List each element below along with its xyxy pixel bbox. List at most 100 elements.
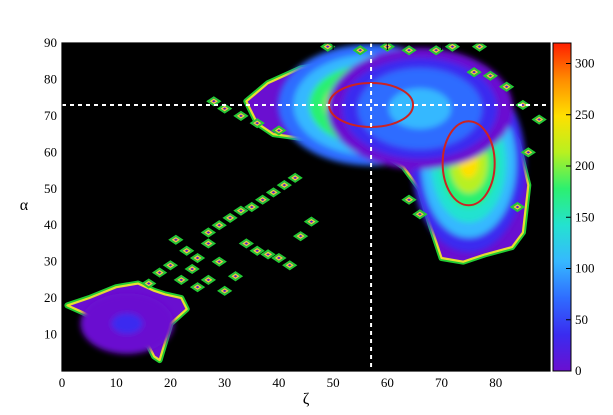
contour-island-inner bbox=[253, 248, 262, 254]
contour-island bbox=[352, 45, 368, 56]
colorbar-scale bbox=[552, 42, 572, 372]
contour-island-inner bbox=[220, 288, 229, 294]
contour-island bbox=[189, 282, 206, 293]
colorbar: 0 50 100 150 200 250 300 bbox=[552, 42, 595, 378]
contour-island-inner bbox=[269, 189, 278, 196]
contour-island bbox=[189, 252, 206, 264]
contour-island bbox=[531, 114, 547, 125]
contour-island-inner bbox=[253, 120, 262, 126]
y-tick-label: 20 bbox=[44, 290, 57, 305]
contour-island bbox=[233, 110, 249, 121]
contour-island-inner bbox=[404, 47, 414, 54]
contour-island bbox=[151, 267, 168, 278]
x-tick-label: 30 bbox=[218, 375, 231, 390]
density-peaks bbox=[277, 44, 526, 253]
y-tick-label: 60 bbox=[44, 144, 57, 159]
contour-island-inner bbox=[236, 207, 246, 214]
contour-island-inner bbox=[182, 248, 191, 254]
y-tick-label: 80 bbox=[44, 71, 57, 86]
colorbar-tick-label: 250 bbox=[575, 107, 595, 122]
contour-island-inner bbox=[470, 69, 479, 75]
colorbar-tick-label: 0 bbox=[575, 363, 582, 378]
contour-island bbox=[217, 285, 233, 296]
contour-island bbox=[222, 212, 238, 224]
contour-island bbox=[412, 209, 428, 220]
contour-islands bbox=[141, 43, 547, 296]
contour-island bbox=[276, 180, 292, 191]
contour-island-inner bbox=[274, 255, 283, 261]
contour-island bbox=[444, 43, 461, 52]
contour-island bbox=[173, 274, 189, 285]
y-tick-label: 40 bbox=[44, 217, 57, 232]
contour-island bbox=[211, 220, 227, 231]
contour-island-inner bbox=[291, 175, 300, 181]
contour-island-inner bbox=[518, 102, 527, 108]
contour-island-inner bbox=[231, 273, 240, 279]
contour-island bbox=[168, 234, 184, 245]
contour-island bbox=[303, 216, 320, 227]
contour-island bbox=[249, 118, 265, 129]
contour-island bbox=[141, 278, 157, 289]
y-tick-label: 70 bbox=[44, 108, 57, 123]
contour-island bbox=[184, 263, 200, 275]
x-tick-label: 40 bbox=[272, 375, 285, 390]
colorbar-tick-label: 150 bbox=[575, 209, 595, 224]
y-tick-label: 10 bbox=[44, 327, 57, 342]
contour-island bbox=[206, 96, 222, 107]
contour-island-inner bbox=[475, 43, 484, 50]
contour-island bbox=[520, 147, 536, 158]
colorbar-tick-label: 100 bbox=[575, 261, 595, 276]
contour-island-inner bbox=[258, 196, 267, 203]
contour-island-inner bbox=[171, 237, 180, 243]
y-tick-label: 50 bbox=[44, 181, 57, 196]
contour-island-inner bbox=[144, 280, 153, 287]
contour-island-inner bbox=[242, 240, 251, 247]
contour-island-inner bbox=[502, 84, 511, 90]
contour-island bbox=[254, 194, 271, 205]
colorbar-tick-label: 50 bbox=[575, 312, 588, 327]
density-peaks bbox=[80, 293, 174, 354]
x-tick-label: 50 bbox=[327, 375, 340, 390]
x-tick-label: 60 bbox=[381, 375, 394, 390]
x-tick-label: 10 bbox=[110, 375, 123, 390]
contour-island-inner bbox=[236, 113, 246, 119]
contour-island bbox=[179, 245, 195, 256]
contour-high bbox=[441, 120, 496, 207]
contour-island-inner bbox=[383, 43, 392, 50]
contour-island-inner bbox=[166, 262, 175, 269]
crosshair bbox=[62, 43, 550, 371]
contour-island-inner bbox=[513, 204, 522, 210]
contour-island-inner bbox=[535, 116, 544, 123]
contour-island-inner bbox=[323, 43, 332, 50]
contour-island bbox=[287, 172, 303, 183]
contour-island-inner bbox=[296, 233, 305, 239]
contour-island bbox=[200, 227, 217, 238]
contour-island-inner bbox=[274, 127, 283, 134]
contour-island-inner bbox=[215, 258, 224, 265]
contour-island bbox=[238, 238, 254, 249]
x-tick-label: 20 bbox=[164, 375, 177, 390]
contour-island bbox=[482, 70, 498, 81]
contour-island-inner bbox=[263, 251, 273, 258]
x-axis-title: ζ bbox=[303, 391, 310, 408]
contour-island bbox=[244, 201, 260, 213]
contour-island-inner bbox=[280, 182, 289, 188]
contour-island bbox=[162, 260, 179, 271]
y-tick-label: 90 bbox=[44, 35, 57, 50]
contour-island-inner bbox=[204, 277, 213, 283]
y-axis-title: α bbox=[20, 197, 29, 214]
contour-island-inner bbox=[307, 218, 316, 225]
contour-island bbox=[466, 67, 482, 78]
contour-island-inner bbox=[356, 47, 365, 54]
contour-island-inner bbox=[177, 277, 186, 283]
contour-island-inner bbox=[486, 73, 495, 79]
contour-island-inner bbox=[415, 211, 424, 218]
contour-island bbox=[260, 249, 276, 260]
density-level bbox=[119, 318, 135, 329]
contour-island bbox=[200, 238, 217, 249]
contour-island-inner bbox=[432, 47, 441, 54]
contour-island bbox=[509, 201, 526, 213]
contour-island-inner bbox=[204, 229, 213, 236]
colorbar-tick-label: 300 bbox=[575, 56, 595, 71]
contour-island-inner bbox=[247, 204, 256, 210]
